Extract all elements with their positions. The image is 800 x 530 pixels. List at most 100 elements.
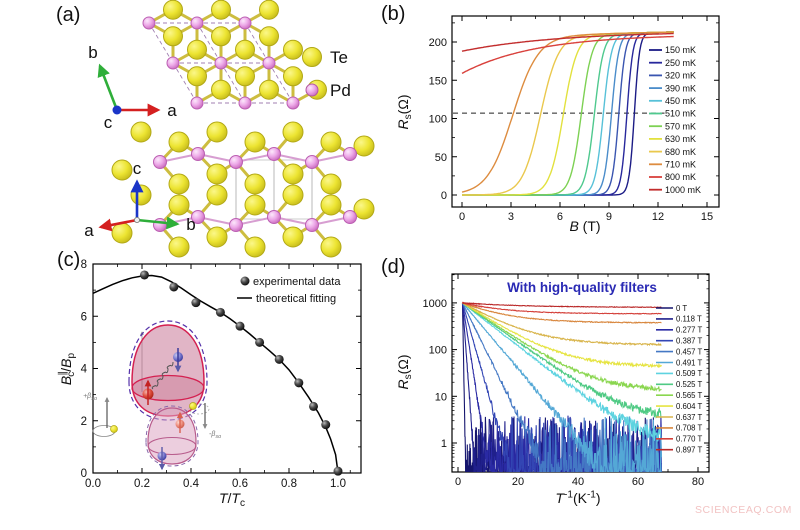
- experimental-points: [139, 270, 343, 476]
- series-0.565-T: [462, 302, 662, 393]
- svg-text:100: 100: [429, 114, 447, 126]
- legend-item-0.565-T: 0.565 T: [656, 391, 703, 400]
- small-fermi-pocket: [147, 407, 197, 465]
- svg-text:0.525 T: 0.525 T: [676, 380, 703, 389]
- svg-text:theoretical fitting: theoretical fitting: [256, 293, 336, 305]
- series-0.491-T: [462, 302, 663, 472]
- legend-item-0.604-T: 0.604 T: [656, 402, 703, 411]
- series-0.457-T: [462, 302, 663, 472]
- legend-item-0.770-T: 0.770 T: [656, 435, 703, 444]
- svg-text:710 mK: 710 mK: [665, 160, 696, 170]
- svg-text:0.897 T: 0.897 T: [676, 446, 703, 455]
- legend-item-0.387-T: 0.387 T: [656, 337, 703, 346]
- svg-text:12: 12: [652, 211, 664, 223]
- svg-text:250 mK: 250 mK: [665, 58, 696, 68]
- legend-item-150-mK: 150 mK: [649, 45, 696, 55]
- svg-text:6: 6: [557, 211, 563, 223]
- svg-text:570 mK: 570 mK: [665, 121, 696, 131]
- svg-text:150 mK: 150 mK: [665, 45, 696, 55]
- data-point: [169, 282, 179, 292]
- series-0.637-T: [462, 302, 662, 347]
- legend-item-0.708-T: 0.708 T: [656, 424, 703, 433]
- svg-text:0.457 T: 0.457 T: [676, 347, 703, 356]
- series-1000-mK: [461, 32, 674, 52]
- pdte2-top-view: [142, 0, 327, 110]
- svg-text:0.2: 0.2: [134, 478, 150, 490]
- svg-text:450 mK: 450 mK: [665, 96, 696, 106]
- panel-a-structure: a b c c b a Te Pd: [84, 0, 375, 258]
- svg-text:1000 mK: 1000 mK: [665, 185, 701, 195]
- panel-label-a: (a): [56, 4, 81, 26]
- svg-text:0.708 T: 0.708 T: [676, 424, 703, 433]
- svg-text:0.0: 0.0: [85, 478, 101, 490]
- series-curves: [461, 31, 674, 196]
- legend-item-0.118-T: 0.118 T: [656, 315, 702, 324]
- svg-text:0.118 T: 0.118 T: [676, 315, 702, 324]
- svg-text:Pd: Pd: [330, 81, 351, 100]
- series-0.509-T: [462, 302, 662, 442]
- svg-text:10: 10: [435, 391, 447, 403]
- c-ylabel: B∥c/Bp: [57, 352, 77, 385]
- data-point: [321, 420, 331, 430]
- series-curves: [461, 301, 663, 472]
- svg-text:60: 60: [632, 476, 644, 488]
- svg-text:0: 0: [459, 211, 465, 223]
- svg-text:6: 6: [81, 311, 87, 323]
- svg-text:510 mK: 510 mK: [665, 109, 696, 119]
- svg-text:experimental data: experimental data: [253, 276, 341, 288]
- c-legend: experimental data theoretical fitting: [237, 276, 341, 305]
- beta-so-left: +βso: [83, 393, 118, 437]
- series-0.708-T: [462, 302, 662, 324]
- svg-text:800 mK: 800 mK: [665, 172, 696, 182]
- svg-text:B∥c/Bp: B∥c/Bp: [57, 352, 77, 385]
- legend-item-1000-mK: 1000 mK: [649, 185, 701, 195]
- svg-text:8: 8: [81, 259, 87, 271]
- data-point: [191, 298, 201, 308]
- svg-text:4: 4: [81, 364, 88, 376]
- watermark: SCIENCEAQ.COM: [694, 504, 792, 516]
- svg-text:320 mK: 320 mK: [665, 71, 696, 81]
- svg-text:1000: 1000: [423, 298, 447, 310]
- svg-text:0.6: 0.6: [232, 478, 248, 490]
- c-xlabel: T/Tc: [219, 490, 245, 509]
- data-point: [294, 378, 304, 388]
- series-0.604-T: [462, 302, 662, 369]
- field-legend: 0 T 0.118 T 0.277 T 0.387 T0.457 T 0.491 T 0.…: [656, 304, 703, 455]
- legend-item-680-mK: 680 mK: [649, 147, 696, 157]
- data-point: [309, 401, 318, 411]
- b-ylabel: Rs(Ω): [395, 95, 414, 130]
- series-0.897-T: [462, 301, 662, 309]
- svg-text:T-1(K-1): T-1(K-1): [555, 489, 600, 506]
- legend-item-0.525-T: 0.525 T: [656, 380, 703, 389]
- svg-text:c: c: [133, 159, 142, 178]
- svg-text:3: 3: [508, 211, 514, 223]
- svg-text:200: 200: [429, 37, 447, 49]
- legend-item-320-mK: 320 mK: [649, 71, 696, 81]
- temperature-legend: 150 mK 250 mK 320 mK 390 mK 450 mK 510 mK 570 …: [649, 45, 701, 195]
- svg-text:Rs(Ω): Rs(Ω): [395, 355, 414, 390]
- legend-item-390-mK: 390 mK: [649, 83, 696, 93]
- panel-d-chart: 0 20 40 60 80 1 10 100 1000 With high-quality fil…: [395, 273, 710, 506]
- axes-side-view: c b a: [84, 159, 195, 240]
- series-0.525-T: [462, 302, 662, 419]
- c-axis-dot: [112, 105, 122, 115]
- data-point: [255, 337, 265, 347]
- svg-text:0.8: 0.8: [281, 478, 297, 490]
- svg-text:+βso: +βso: [83, 393, 97, 402]
- legend-item-0.897-T: 0.897 T: [656, 446, 703, 455]
- d-ylabel: Rs(Ω): [395, 355, 414, 390]
- svg-text:1.0: 1.0: [330, 478, 346, 490]
- legend-item-450-mK: 450 mK: [649, 96, 696, 106]
- legend-item-570-mK: 570 mK: [649, 121, 696, 131]
- svg-text:Rs(Ω): Rs(Ω): [395, 95, 414, 130]
- legend-item-800-mK: 800 mK: [649, 172, 696, 182]
- svg-text:1: 1: [441, 438, 447, 450]
- legend-item-0.637-T: 0.637 T: [656, 413, 703, 422]
- b-xlabel: B (T): [569, 218, 600, 234]
- series-800-mK: [461, 35, 674, 75]
- panel-label-b: (b): [381, 3, 406, 25]
- legend-item-0.277-T: 0.277 T: [656, 326, 703, 335]
